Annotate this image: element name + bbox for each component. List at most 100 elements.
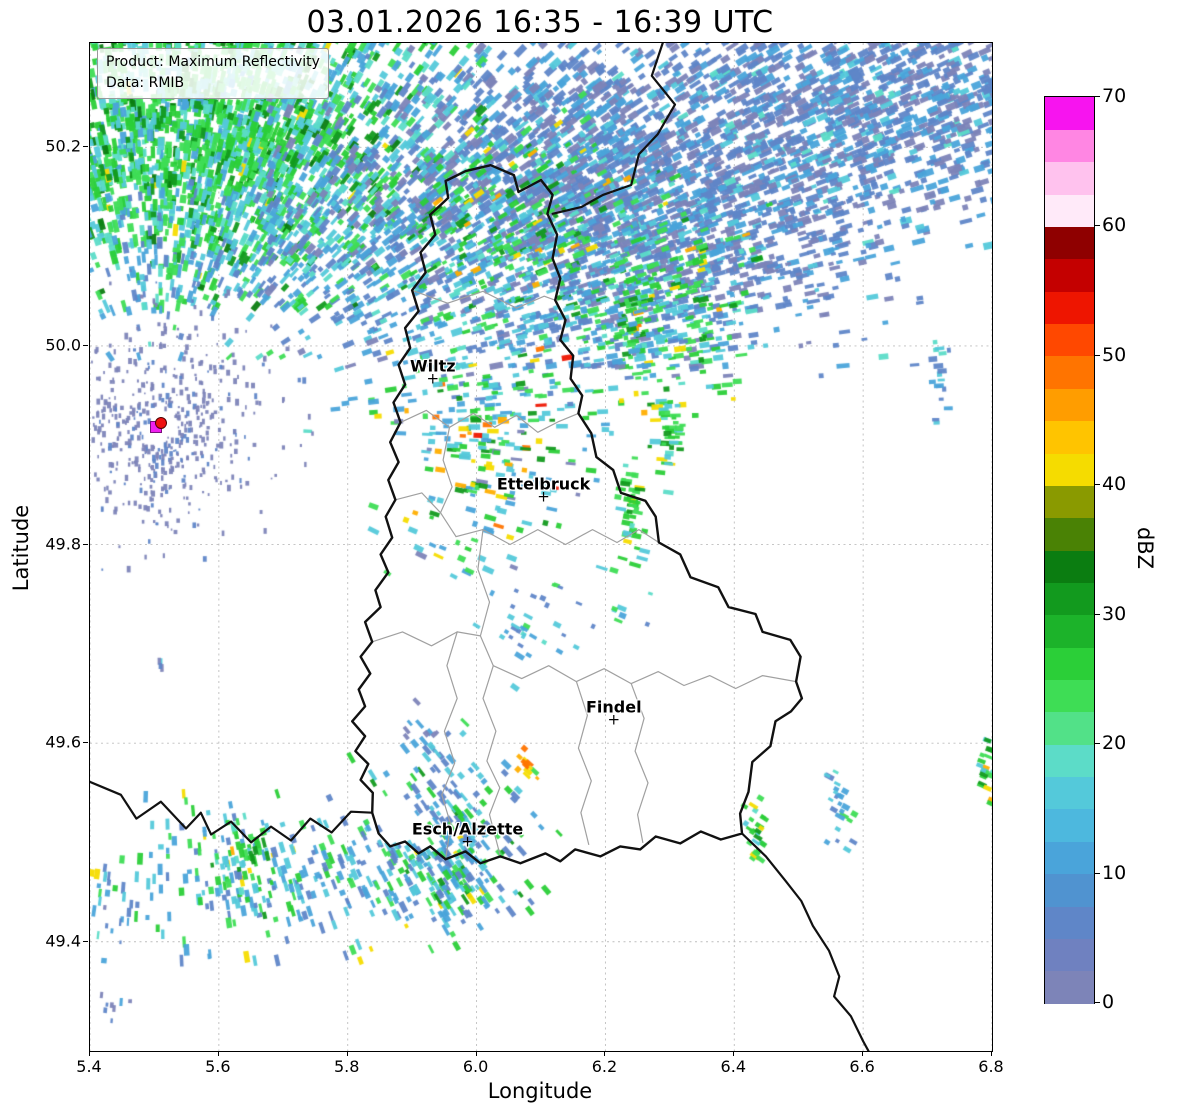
colorbar-band xyxy=(1045,679,1094,713)
x-tick-label: 5.6 xyxy=(205,1057,231,1076)
district-border-path xyxy=(371,631,481,647)
city-label: Wiltz xyxy=(409,356,456,376)
product-info-box: Product: Maximum Reflectivity Data: RMIB xyxy=(97,48,329,99)
district-border-path xyxy=(411,289,556,309)
colorbar-tick-mark xyxy=(1095,354,1100,356)
colorbar-band xyxy=(1045,517,1094,551)
colorbar-band xyxy=(1045,258,1094,292)
colorbar-band xyxy=(1045,194,1094,228)
y-tick-mark xyxy=(83,940,88,942)
district-border-path xyxy=(399,409,579,433)
border-lines-layer xyxy=(90,43,870,1051)
colorbar-band xyxy=(1045,582,1094,616)
colorbar-band xyxy=(1045,776,1094,810)
colorbar-band xyxy=(1045,420,1094,454)
y-tick-label: 50.2 xyxy=(45,136,81,156)
colorbar-tick-label: 60 xyxy=(1102,214,1127,237)
colorbar-tick-label: 50 xyxy=(1102,343,1127,366)
colorbar-tick-mark xyxy=(1095,743,1100,745)
colorbar-band xyxy=(1045,873,1094,907)
x-tick-label: 6.4 xyxy=(720,1057,747,1076)
y-tick-mark xyxy=(83,742,88,744)
neighbor-border-path xyxy=(740,832,870,1051)
x-tick-mark xyxy=(862,1051,864,1056)
figure-title: 03.01.2026 16:35 - 16:39 UTC xyxy=(306,5,774,40)
y-axis-label: Latitude xyxy=(9,504,33,592)
colorbar-tick-mark xyxy=(1095,225,1100,227)
colorbar-band xyxy=(1045,129,1094,163)
district-border-path xyxy=(441,631,458,860)
colorbar xyxy=(1044,96,1095,1004)
district-border-path xyxy=(477,529,501,857)
colorbar-tick-label: 10 xyxy=(1102,861,1127,884)
x-tick-mark xyxy=(346,1051,348,1056)
colorbar-band xyxy=(1045,550,1094,583)
radar-echo-canvas xyxy=(90,43,992,1051)
colorbar-band xyxy=(1045,226,1094,260)
colorbar-tick-mark xyxy=(1095,1002,1100,1003)
x-tick-mark xyxy=(217,1051,219,1056)
radar-site-dot-icon xyxy=(154,417,167,430)
x-tick-label: 5.4 xyxy=(76,1057,102,1076)
city-plus-icon: + xyxy=(426,368,440,387)
y-tick-label: 49.4 xyxy=(45,931,81,951)
colorbar-tick-mark xyxy=(1095,484,1100,486)
colorbar-band xyxy=(1045,938,1094,972)
colorbar-tick-label: 20 xyxy=(1102,732,1127,755)
x-tick-mark xyxy=(89,1051,90,1056)
map-plot-area: Product: Maximum Reflectivity Data: RMIB… xyxy=(89,42,993,1052)
city-label: Esch/Alzette xyxy=(411,820,524,840)
x-tick-label: 6.0 xyxy=(462,1057,489,1076)
district-border-path xyxy=(492,665,797,690)
district-border-path xyxy=(394,492,442,514)
colorbar-band xyxy=(1045,485,1094,519)
colorbar-tick-mark xyxy=(1095,96,1100,97)
city-plus-icon: + xyxy=(537,487,550,506)
district-border-path xyxy=(630,683,649,843)
colorbar-band xyxy=(1045,355,1094,389)
colorbar-tick-label: 40 xyxy=(1102,473,1127,496)
colorbar-tick-mark xyxy=(1095,613,1100,615)
city-label: Findel xyxy=(586,697,642,717)
y-tick-label: 49.6 xyxy=(45,732,81,752)
district-border-path xyxy=(575,681,592,845)
colorbar-band xyxy=(1045,388,1094,422)
neighbor-border-path xyxy=(90,780,374,844)
x-tick-mark xyxy=(991,1051,992,1056)
x-tick-mark xyxy=(604,1051,606,1056)
colorbar-tick-mark xyxy=(1095,872,1100,874)
colorbar-band xyxy=(1045,808,1094,842)
y-tick-mark xyxy=(83,146,88,148)
colorbar-band xyxy=(1045,970,1094,1004)
colorbar-band xyxy=(1045,614,1094,648)
x-tick-mark xyxy=(475,1051,477,1056)
colorbar-band xyxy=(1045,97,1094,130)
x-tick-label: 5.8 xyxy=(333,1057,360,1076)
colorbar-band xyxy=(1045,647,1094,681)
city-label: Ettelbruck xyxy=(496,474,591,494)
y-tick-mark xyxy=(83,543,88,545)
x-tick-label: 6.2 xyxy=(591,1057,618,1076)
x-tick-mark xyxy=(733,1051,735,1056)
colorbar-band xyxy=(1045,323,1094,357)
neighbor-border-path xyxy=(551,43,677,215)
colorbar-unit-label: dBZ xyxy=(1133,526,1157,570)
country-border-path xyxy=(351,164,804,865)
colorbar-band xyxy=(1045,452,1094,486)
colorbar-band xyxy=(1045,291,1094,325)
data-source-line: Data: RMIB xyxy=(106,75,185,91)
colorbar-tick-label: 0 xyxy=(1102,991,1115,1013)
y-tick-mark xyxy=(83,344,88,346)
x-tick-label: 6.6 xyxy=(849,1057,875,1076)
product-line: Product: Maximum Reflectivity xyxy=(106,54,320,70)
y-tick-label: 49.8 xyxy=(45,534,81,554)
colorbar-band xyxy=(1045,161,1094,195)
city-plus-icon: + xyxy=(607,710,621,729)
colorbar-band xyxy=(1045,905,1094,939)
y-tick-label: 50.0 xyxy=(45,335,81,355)
colorbar-band xyxy=(1045,841,1094,875)
colorbar-band xyxy=(1045,711,1094,745)
colorbar-band xyxy=(1045,744,1094,778)
x-axis-label: Longitude xyxy=(487,1079,593,1103)
